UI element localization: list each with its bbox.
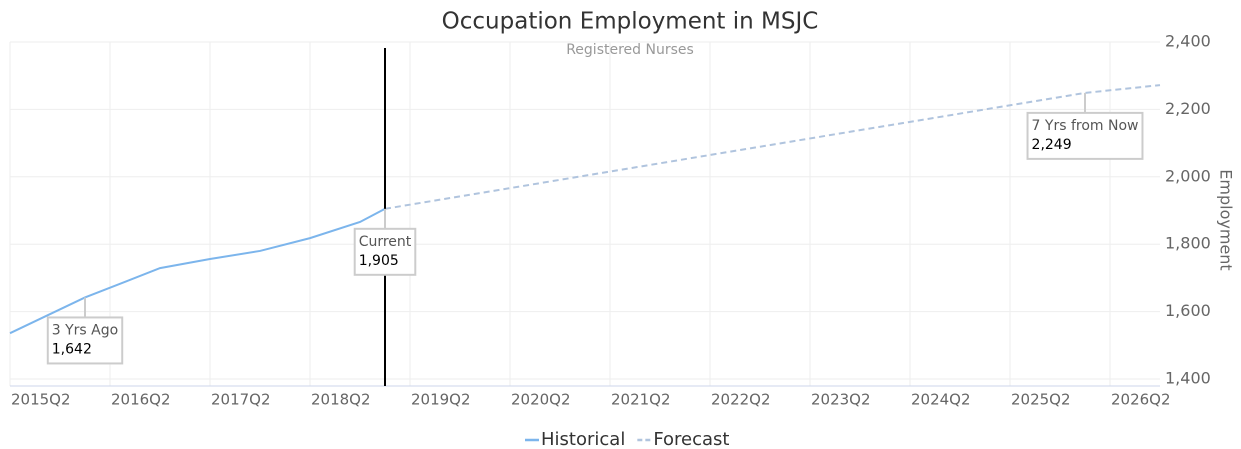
x-tick-label: 2023Q2 bbox=[811, 391, 871, 409]
x-tick-label: 2015Q2 bbox=[11, 391, 71, 409]
x-tick-label: 2025Q2 bbox=[1011, 391, 1071, 409]
y-axis-label: Employment bbox=[1217, 169, 1236, 270]
legend-label: Forecast bbox=[653, 429, 729, 449]
y-tick-label: 1,400 bbox=[1165, 369, 1211, 388]
y-tick-label: 1,800 bbox=[1165, 234, 1211, 253]
x-tick-label: 2017Q2 bbox=[211, 391, 271, 409]
x-tick-label: 2021Q2 bbox=[611, 391, 671, 409]
callout: Current 1,905 bbox=[353, 208, 417, 276]
x-tick-label: 2024Q2 bbox=[911, 391, 971, 409]
y-tick-label: 1,600 bbox=[1165, 301, 1211, 320]
x-tick-label: 2020Q2 bbox=[511, 391, 571, 409]
callout-box bbox=[1026, 111, 1144, 160]
x-tick-label: 2016Q2 bbox=[111, 391, 171, 409]
callout-value: 1,905 bbox=[359, 253, 399, 269]
x-tick-label: 2022Q2 bbox=[711, 391, 771, 409]
callout: 7 Yrs from Now 2,249 bbox=[1026, 92, 1144, 160]
callout-value: 1,642 bbox=[52, 341, 92, 357]
callout-title: Current bbox=[359, 234, 412, 250]
callout-box bbox=[353, 227, 417, 276]
callout: 3 Yrs Ago 1,642 bbox=[46, 297, 124, 365]
chart-subtitle: Registered Nurses bbox=[566, 42, 694, 58]
x-tick-label: 2018Q2 bbox=[311, 391, 371, 409]
x-tick-label: 2026Q2 bbox=[1111, 391, 1171, 409]
y-tick-label: 2,200 bbox=[1165, 99, 1211, 118]
line-historical bbox=[9, 207, 386, 335]
legend-label: Historical bbox=[541, 429, 625, 449]
chart-title: Occupation Employment in MSJC bbox=[442, 9, 819, 35]
callout-value: 2,249 bbox=[1032, 137, 1072, 153]
callout-box bbox=[46, 316, 124, 365]
y-tick-label: 2,000 bbox=[1165, 166, 1211, 185]
callout-title: 7 Yrs from Now bbox=[1032, 118, 1139, 134]
callout-title: 3 Yrs Ago bbox=[52, 322, 118, 338]
y-tick-label: 2,400 bbox=[1165, 32, 1211, 51]
x-tick-label: 2019Q2 bbox=[411, 391, 471, 409]
